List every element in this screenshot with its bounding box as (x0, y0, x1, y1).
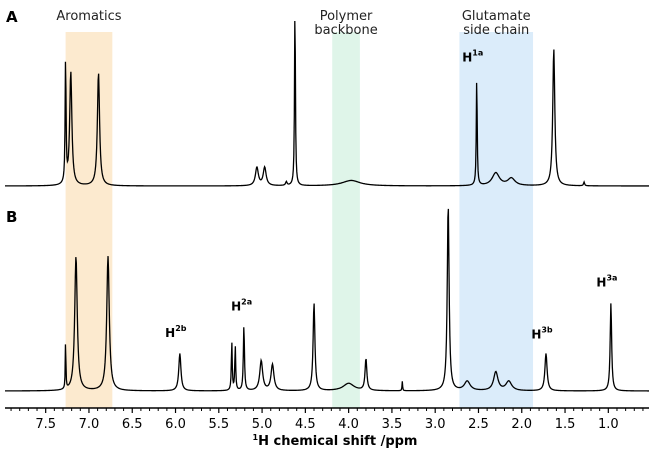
x-axis: 7.5 7.0 6.5 6.0 5.5 5.0 4.5 4.0 3.5 3.0 2.5 2.0 1.5 1… (5, 407, 649, 432)
region-band-1 (332, 32, 360, 408)
region-label-2-line-1: side chain (463, 23, 529, 38)
x-axis-title-text: H chemical shift /ppm (258, 434, 417, 449)
peak-label-main: H (165, 326, 175, 340)
x-tick-label-11: 2.0 (511, 417, 532, 432)
x-tick-label-6: 4.5 (295, 417, 316, 432)
x-tick-label-4: 5.5 (208, 417, 229, 432)
x-axis-title-sup: 1 (253, 433, 259, 442)
region-labels: Aromatics Polymer backbone Glutamate side ch… (56, 9, 530, 38)
region-label-2: Glutamate side chain (462, 9, 531, 38)
peak-label-main: H (596, 275, 606, 289)
peak-label-sup: 2b (175, 324, 187, 333)
x-tick-label-3: 6.0 (165, 417, 186, 432)
spectrum-trace-b (4, 208, 649, 392)
x-tick-label-13: 1.0 (598, 417, 619, 432)
highlight-regions (65, 32, 534, 408)
peak-label-a-0: H1a (462, 49, 483, 65)
peak-label-sup: 2a (241, 298, 252, 307)
region-label-0-line-0: Aromatics (56, 9, 121, 24)
peak-label-sup: 3a (606, 273, 617, 282)
x-tick-label-1: 7.0 (79, 417, 100, 432)
spectrum-trace-a (5, 20, 649, 187)
peak-label-b-3: H3a (596, 273, 617, 289)
peak-label-main: H (462, 51, 472, 65)
region-label-1-line-0: Polymer (320, 9, 373, 24)
peak-label-b-1: H2a (231, 298, 252, 314)
peak-label-main: H (531, 328, 541, 342)
spectra (4, 20, 649, 392)
x-tick-label-12: 1.5 (555, 417, 576, 432)
panel-label-a: A (6, 8, 18, 26)
region-band-2 (459, 32, 534, 408)
peak-label-main: H (231, 300, 241, 314)
peak-label-b-0: H2b (165, 324, 187, 340)
peak-label-sup: 1a (472, 49, 483, 58)
region-label-1-line-1: backbone (314, 23, 377, 38)
region-label-0: Aromatics (56, 9, 121, 24)
peak-label-sup: 3b (541, 326, 553, 335)
x-tick-label-2: 6.5 (122, 417, 143, 432)
peak-label-b-2: H3b (531, 326, 553, 342)
x-tick-label-10: 2.5 (468, 417, 489, 432)
x-tick-label-8: 3.5 (382, 417, 403, 432)
x-axis-title: 1H chemical shift /ppm (253, 433, 418, 449)
region-label-1: Polymer backbone (314, 9, 377, 38)
panel-label-b: B (6, 208, 17, 226)
x-tick-label-0: 7.5 (35, 417, 56, 432)
x-tick-label-7: 4.0 (338, 417, 359, 432)
x-tick-label-5: 5.0 (252, 417, 273, 432)
region-label-2-line-0: Glutamate (462, 9, 531, 24)
x-tick-label-9: 3.0 (425, 417, 446, 432)
